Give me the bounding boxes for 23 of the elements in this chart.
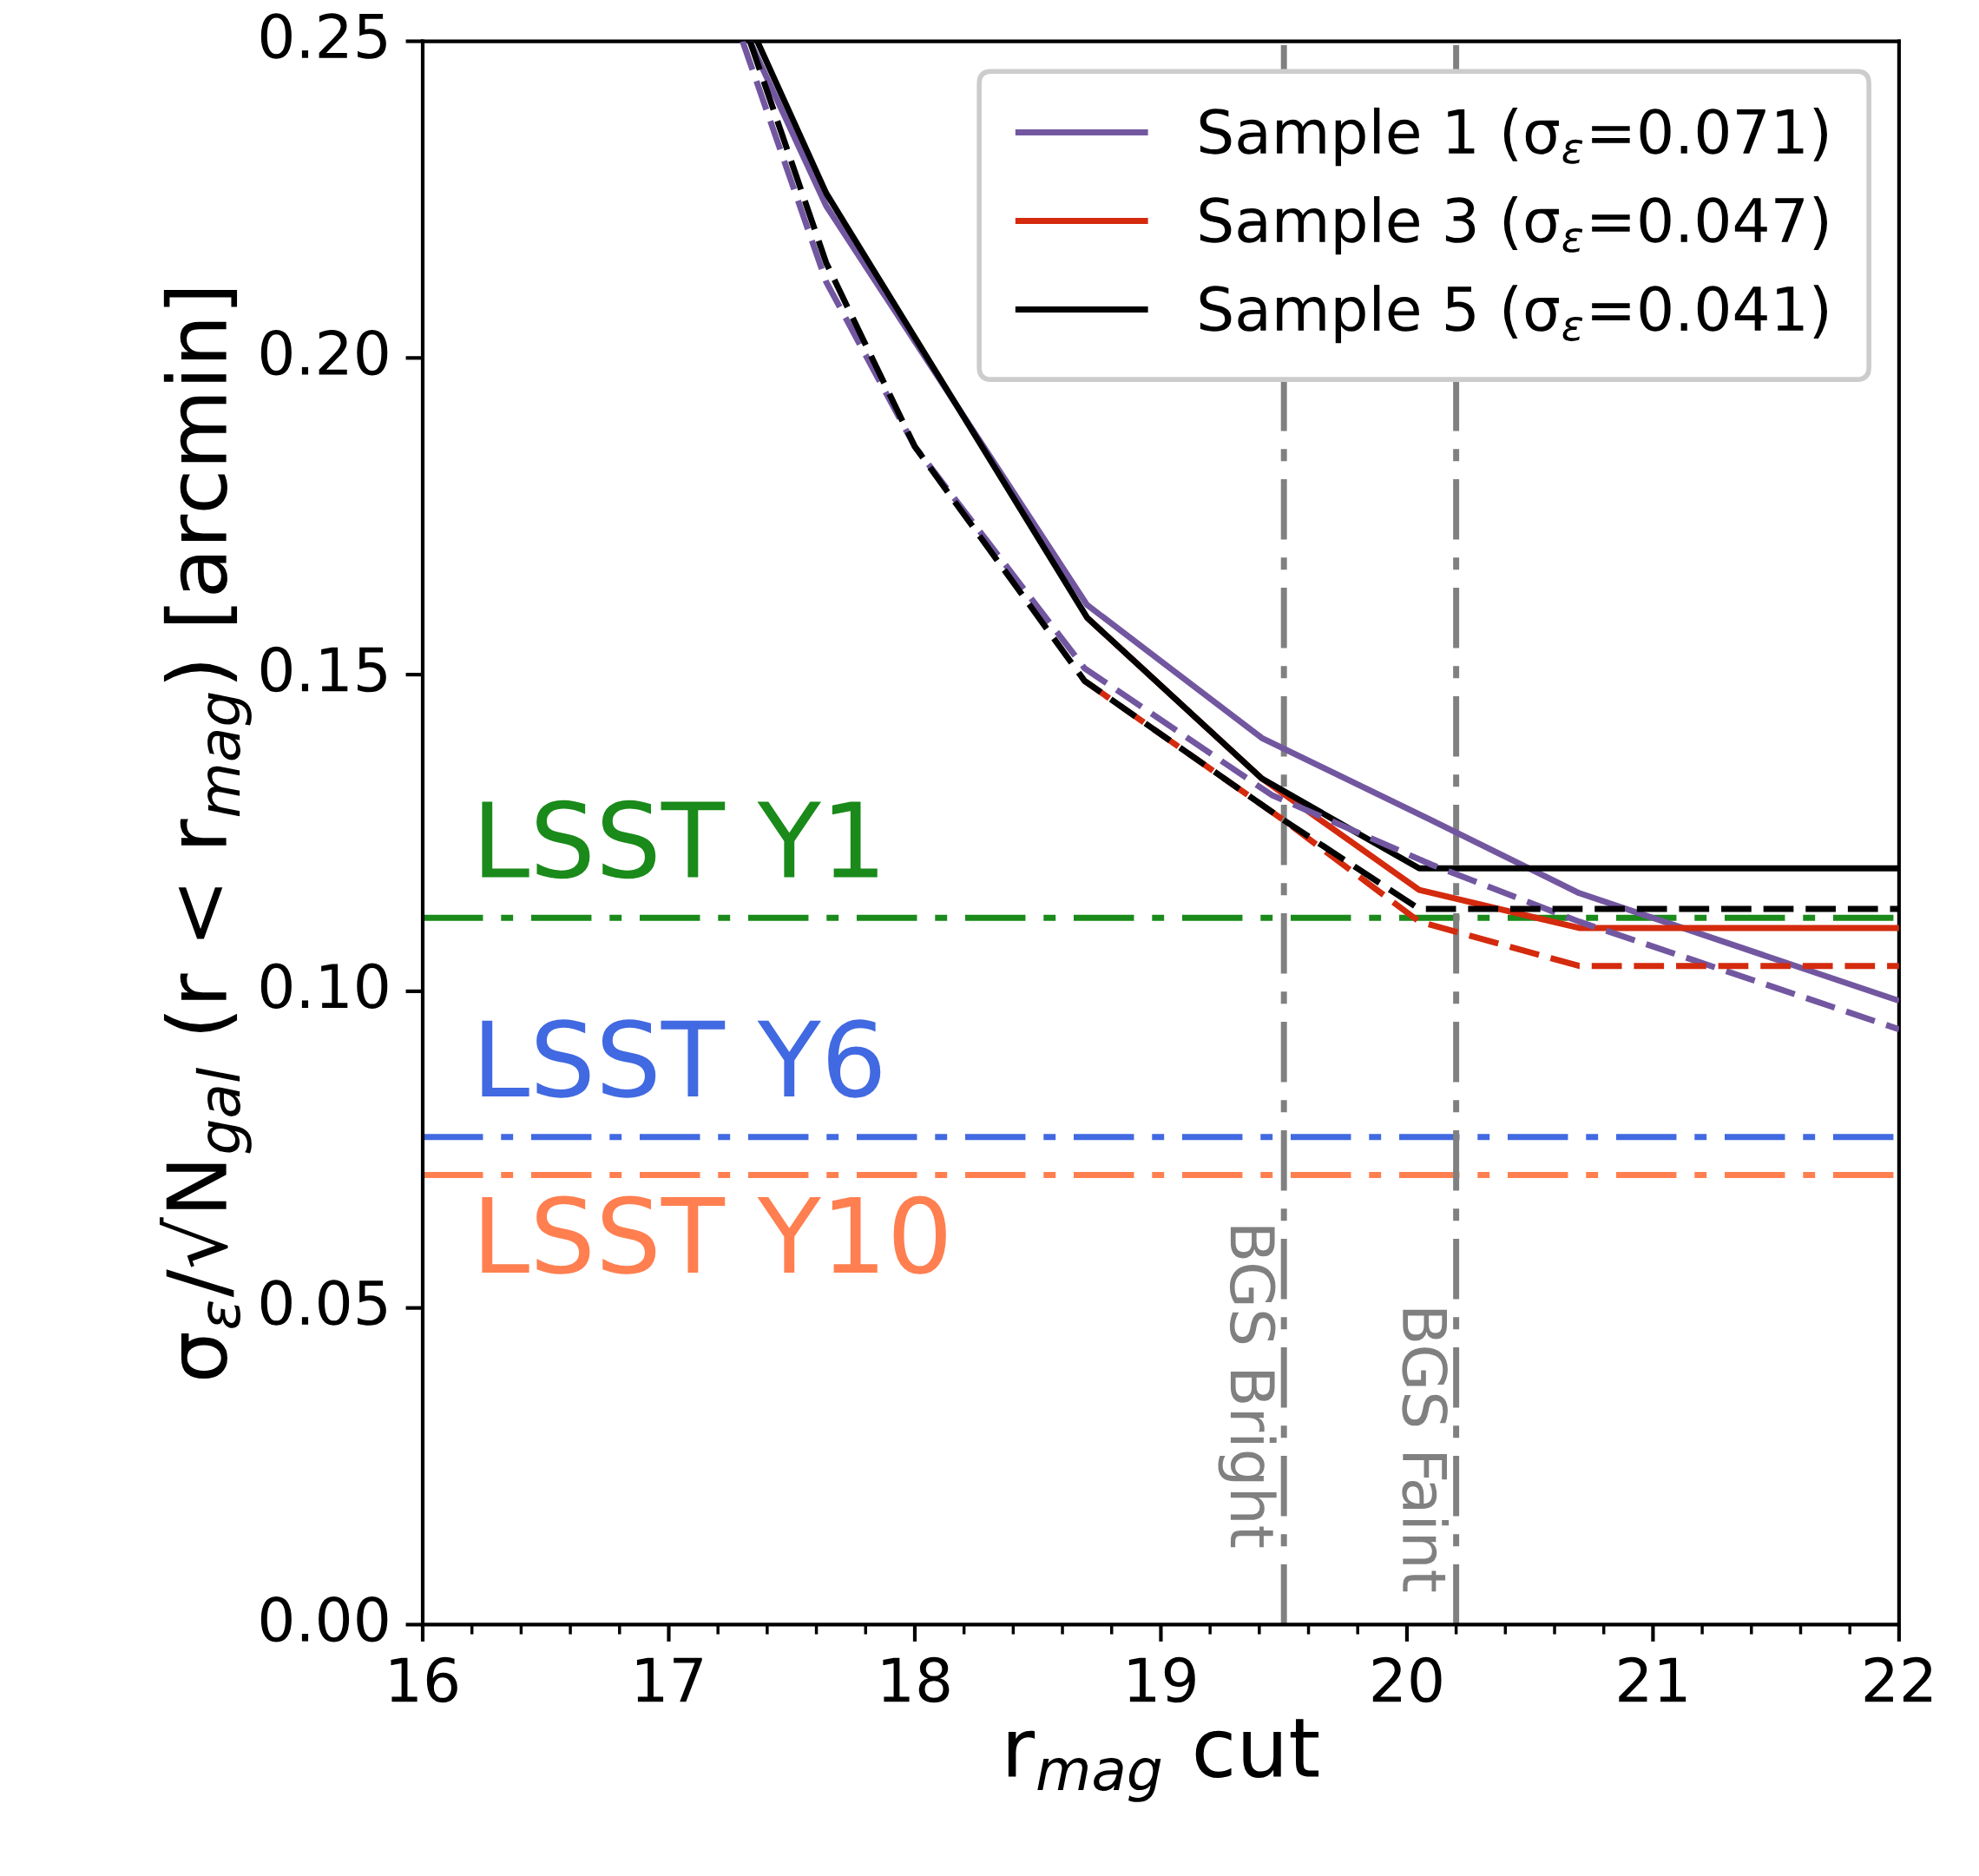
- legend-label: Sample 1 (σ$_{ε}$=0.071): [1200, 107, 1827, 167]
- y-tick-label: 0.05: [260, 1280, 386, 1326]
- y-axis-title: σ$_{ε}$/√N$_{gal}$ (r < r$_{mag}$) [arcmin]: [160, 289, 252, 1379]
- y-tick-label: 0.20: [260, 329, 388, 376]
- legend-label: Sample 5 (σ$_{ε}$=0.041): [1200, 285, 1827, 344]
- x-tick-label: 21: [1619, 1656, 1686, 1702]
- x-axis-title: r$_{mag}$ cut: [1008, 1719, 1319, 1802]
- x-tick-label: 20: [1372, 1656, 1442, 1703]
- x-tick-label: 19: [1128, 1656, 1195, 1703]
- x-tick-label: 22: [1864, 1656, 1932, 1702]
- ref-line-label: BGS Bright: [1218, 1227, 1277, 1548]
- legend-label: Sample 3 (σ$_{ε}$=0.047): [1200, 196, 1827, 255]
- ref-line-label: BGS Faint: [1402, 1309, 1450, 1592]
- ref-line-label: LSST Y6: [482, 1019, 881, 1098]
- y-tick-label: 0.15: [260, 646, 386, 693]
- y-tick-label: 0.25: [260, 13, 386, 59]
- y-tick-label: 0.10: [260, 963, 388, 1010]
- x-tick-label: 17: [636, 1657, 702, 1702]
- x-tick-label: 18: [883, 1656, 950, 1703]
- y-tick-label: 0.00: [260, 1596, 388, 1642]
- ref-line-label: LSST Y1: [482, 800, 878, 879]
- x-tick-label: 16: [391, 1656, 457, 1703]
- ref-line-label: LSST Y10: [482, 1195, 946, 1274]
